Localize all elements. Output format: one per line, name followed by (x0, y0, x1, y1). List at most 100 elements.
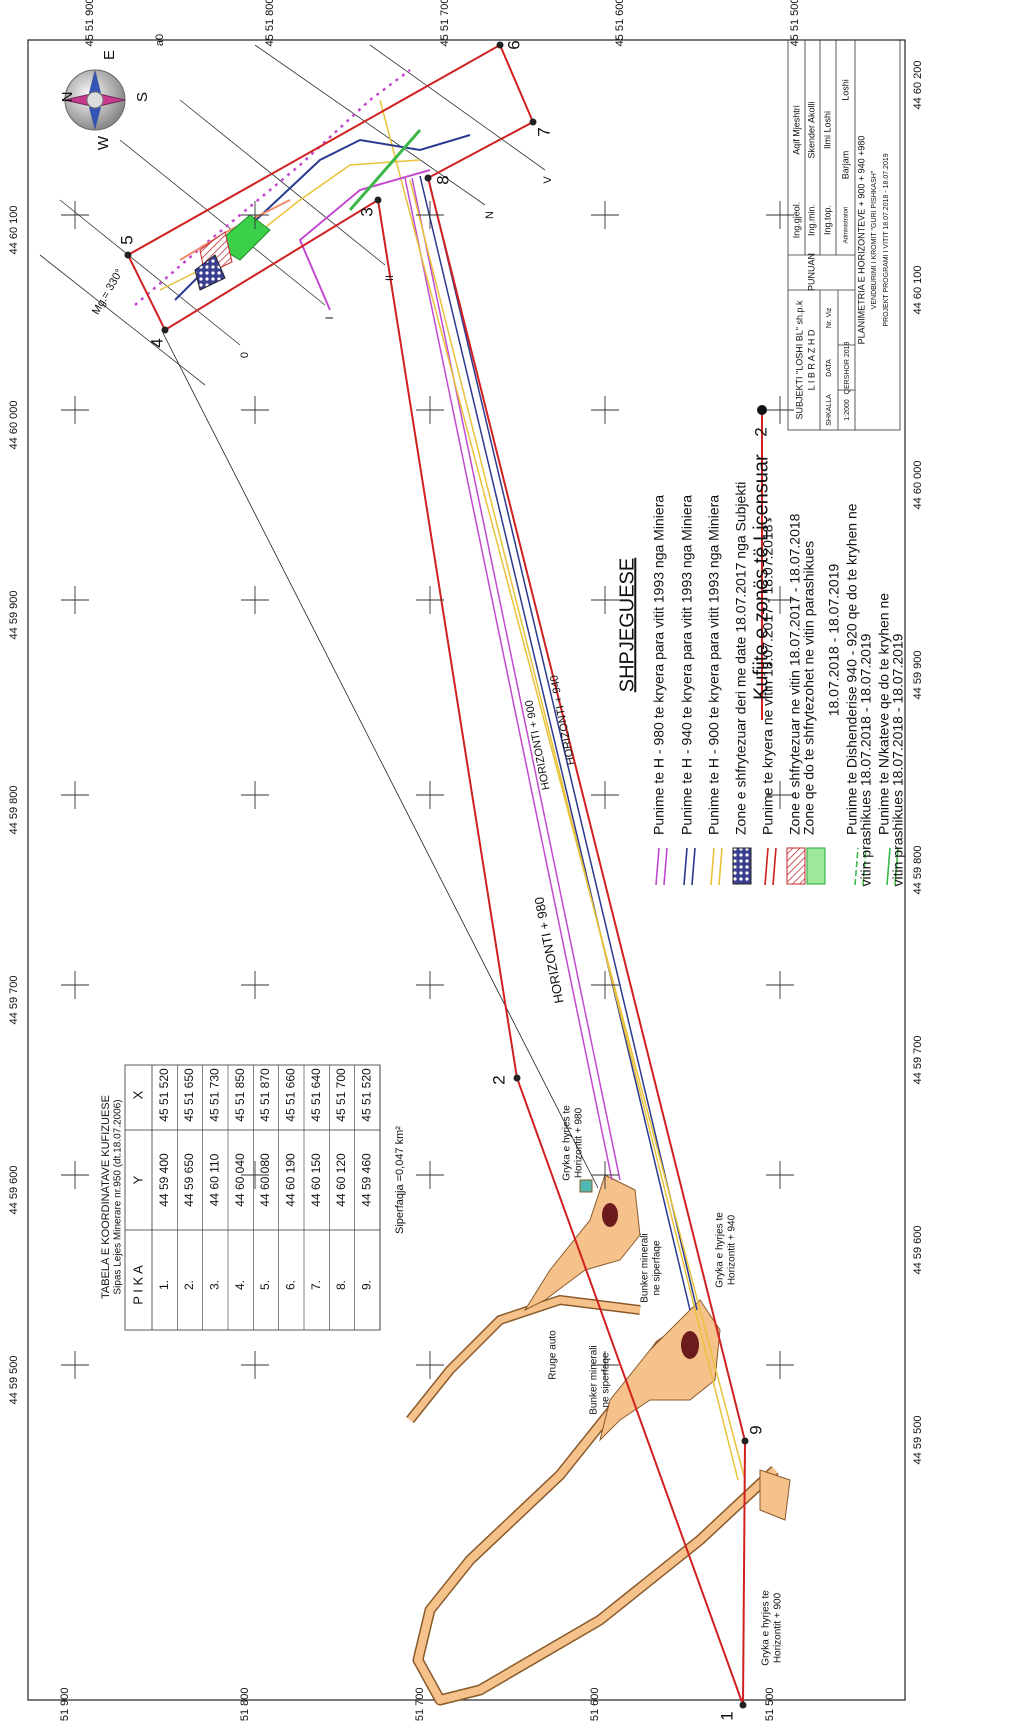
table-cell: 3. (208, 1280, 222, 1290)
table-cell: 45 51 850 (233, 1068, 247, 1122)
legend-label: Punime te kryera ne vitin 18.07.2017 - 1… (760, 524, 776, 835)
easting-label: 44 60 000 (8, 401, 20, 450)
local-grid (39, 44, 546, 386)
table-cell: 44 59 400 (157, 1153, 171, 1207)
legend-symbol (786, 847, 806, 885)
table-cell: 6. (284, 1280, 298, 1290)
tb-header: DATA (826, 359, 833, 377)
compass (64, 69, 126, 131)
tb-date: QERSHOR 2018 (844, 341, 851, 394)
local-grid-label: I (324, 316, 336, 319)
point-label: 2 (489, 1075, 508, 1084)
boundary-point (161, 326, 169, 334)
license-legend-label: Kufijte e zonës të Liçensuar (750, 454, 772, 700)
easting-label: 44 59 900 (912, 651, 924, 700)
table-header: P I K A (130, 1265, 145, 1305)
tb-staff: Barjam (840, 151, 850, 180)
local-grid-label: 0 (239, 352, 251, 358)
northing-label: 45 51 500 (789, 0, 801, 46)
tb-header: Nr. Viz (826, 307, 833, 328)
table-cell: 45 51 700 (334, 1068, 348, 1122)
table-cell: 45 51 520 (157, 1068, 171, 1122)
boundary-point (529, 118, 537, 126)
point-label: 1 (717, 1711, 736, 1720)
legend-title: SHPJEGUESE (616, 558, 638, 692)
license-boundary (126, 43, 747, 1706)
tb-staff: Ing.gjeol. (791, 202, 801, 239)
table-cell: 45 51 520 (360, 1068, 374, 1122)
easting-label: 44 60 200 (912, 61, 924, 110)
legend-symbol (683, 847, 688, 886)
table-cell: 5. (258, 1280, 272, 1290)
legend-symbol (806, 847, 826, 885)
legend-symbol (655, 847, 660, 886)
license-legend-dot (757, 405, 767, 415)
legend-label: Punime te H - 940 te kryera para vitit 1… (679, 495, 695, 835)
boundary-point (374, 196, 382, 204)
point-label: 7 (534, 127, 553, 136)
table-cell: 2. (182, 1280, 196, 1290)
easting-label: 44 59 500 (912, 1416, 924, 1465)
bunker-label: ne siperfaqe (601, 1352, 612, 1407)
point-label: 4 (147, 338, 166, 347)
table-header: Y (130, 1175, 145, 1184)
easting-label: 44 59 700 (8, 976, 20, 1025)
tb-staff: Administratori (844, 207, 850, 244)
boundary-point (741, 1437, 749, 1445)
tb-drawing-title: PLANIMETRIA E HORIZONTEVE + 900 + 940 +9… (856, 136, 866, 345)
local-grid-label: a0 (154, 34, 166, 46)
frame (27, 39, 906, 1701)
easting-label: 44 59 900 (8, 591, 20, 640)
table-cell: 45 51 870 (258, 1068, 272, 1122)
bunker-label: ne siperfaqe (652, 1240, 663, 1295)
surface-works (406, 1174, 791, 1706)
bunker-label: Bunker minerali (589, 1345, 600, 1414)
table-cell: 7. (309, 1280, 323, 1290)
easting-label: 44 59 600 (8, 1166, 20, 1215)
northing-label: 45 51 900 (59, 1688, 71, 1724)
legend-label: vitin prashikues 18.07.2018 - 18.07.2019 (858, 633, 874, 886)
northing-label: 45 51 800 (264, 0, 276, 46)
northing-label: 45 51 600 (614, 0, 626, 46)
legend-label: vitin prashikues 18.07.2018 - 18.07.2019 (890, 633, 906, 886)
compass-n: N (59, 92, 76, 103)
legend-symbol (894, 847, 899, 886)
tb-staff: Skender Akolli (806, 101, 816, 158)
local-grid-label: V (542, 176, 554, 184)
table-cell: 45 51 730 (208, 1068, 222, 1122)
point-label: 6 (504, 40, 523, 49)
portal-label: Gryka e hyrjes te (761, 1590, 772, 1666)
magnetic-declination: Mg.= 330° (90, 267, 126, 317)
table-cell: 44 60 150 (309, 1153, 323, 1207)
portal-label: Gryka e hyrjes te (562, 1105, 573, 1181)
easting-label: 44 59 700 (912, 1036, 924, 1085)
legend-label: Punime te Dishenderise 940 - 920 qe do t… (844, 503, 860, 835)
table-cell: 44 60 110 (208, 1153, 222, 1206)
legend-symbol (764, 847, 769, 886)
tb-city: L I B R A Z H D (806, 329, 816, 390)
table-cell: 45 51 640 (309, 1068, 323, 1122)
legend-label: Punime te N/kateve qe do te kryhen ne (876, 593, 892, 835)
local-grid-label: II (384, 275, 396, 281)
legend-symbol (691, 847, 696, 886)
table-cell: 1. (157, 1280, 171, 1290)
easting-label: 44 59 500 (8, 1356, 20, 1405)
table-subtitle: Sipas Lejes Minerare nr.950 (dt.18.07.20… (113, 1099, 124, 1294)
legend-symbol (862, 847, 867, 886)
compass-w: W (95, 135, 112, 150)
northing-label: 45 51 900 (84, 0, 96, 46)
point-label: 5 (117, 235, 136, 244)
legend-label: Punime te H - 900 te kryera para vitit 1… (706, 495, 722, 835)
legend-label: Zone qe do te shfrytezohet ne vitin para… (801, 541, 817, 835)
northing-label: 45 51 700 (439, 0, 451, 46)
table-cell: 44 59 460 (360, 1153, 374, 1207)
easting-label: 44 60 100 (912, 266, 924, 315)
tb-staff: Loshi (840, 79, 850, 101)
legend-label: 18.07.2018 - 18.07.2019 (826, 563, 842, 716)
tb-staff: Aqif Mjeshtri (791, 105, 801, 155)
portal-label: Horizontit + 900 (773, 1592, 784, 1663)
easting-label: 44 60 100 (8, 206, 20, 255)
compass-s: S (134, 92, 151, 102)
boundary-point (124, 251, 132, 259)
table-cell: 44 59 650 (182, 1153, 196, 1207)
